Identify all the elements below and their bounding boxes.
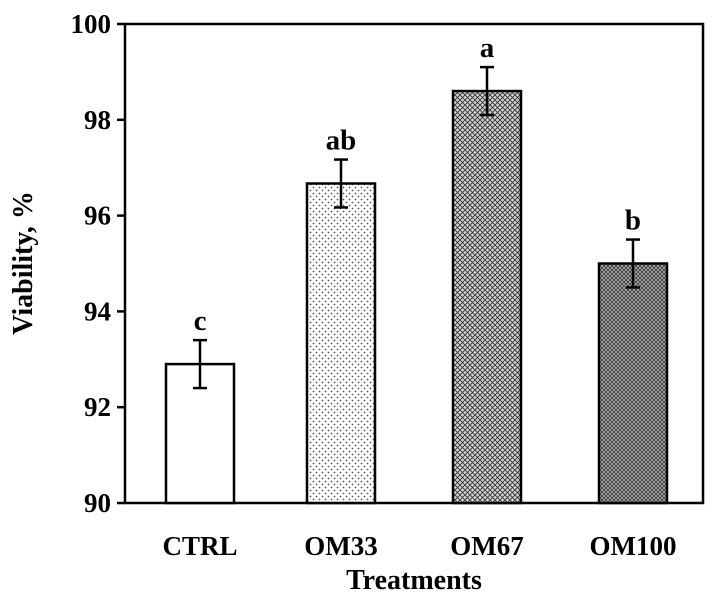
x-tick-label-om33: OM33	[304, 531, 378, 561]
bar-om100	[597, 262, 669, 505]
y-tick-label: 94	[84, 296, 111, 326]
bars	[164, 89, 669, 505]
bar-om33	[305, 182, 377, 505]
y-tick-label: 98	[84, 105, 111, 135]
y-axis-ticks	[117, 22, 125, 505]
y-tick-label: 90	[84, 488, 111, 518]
y-axis-title: Viability, %	[8, 191, 39, 335]
error-bars	[193, 65, 640, 390]
bar-om67	[451, 89, 523, 505]
x-axis-title: Treatments	[346, 565, 482, 596]
significance-label-om67: a	[480, 32, 495, 64]
significance-label-om33: ab	[326, 125, 357, 157]
significance-label-om100: b	[625, 205, 641, 237]
y-tick-label: 96	[84, 201, 111, 231]
plot-frame	[123, 22, 705, 505]
x-tick-label-om67: OM67	[450, 531, 524, 561]
significance-label-ctrl: c	[194, 305, 207, 337]
x-tick-label-ctrl: CTRL	[162, 531, 237, 561]
y-tick-label: 100	[71, 9, 112, 39]
y-tick-label: 92	[84, 392, 111, 422]
x-axis-tick-labels: CTRL OM33 OM67 OM100	[162, 531, 676, 561]
y-axis-tick-labels: 90 92 94 96 98 100	[71, 9, 112, 518]
x-tick-label-om100: OM100	[590, 531, 677, 561]
